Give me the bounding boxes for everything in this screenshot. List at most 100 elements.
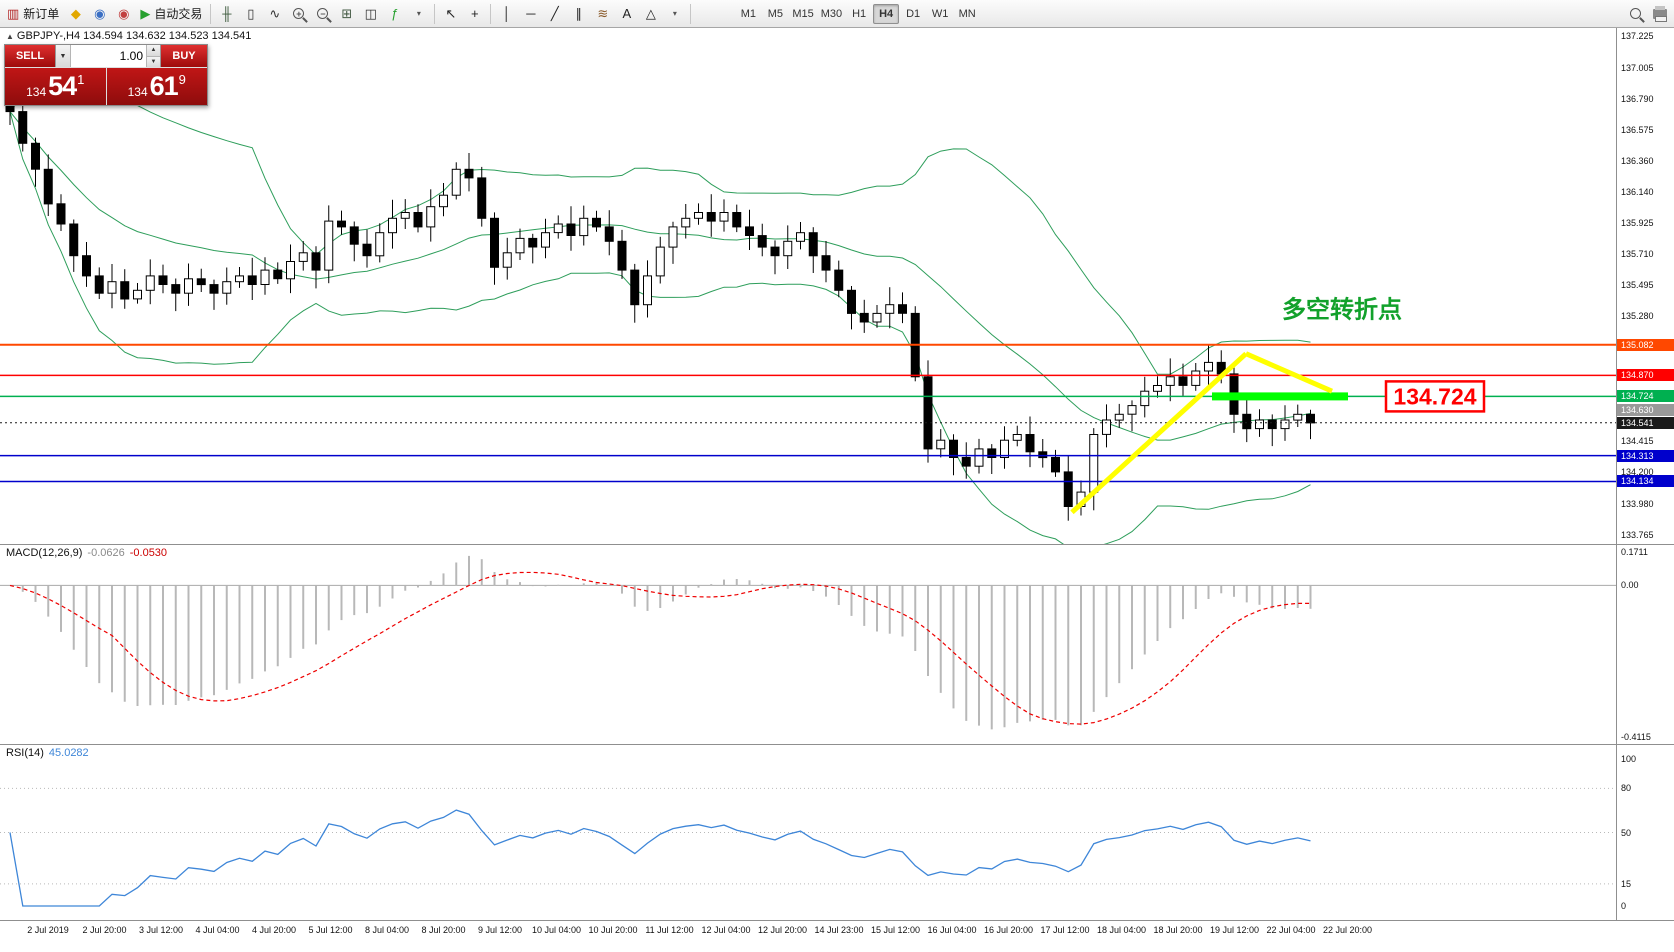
bid-base: 134 [26,84,47,99]
macd-chart[interactable] [0,545,1616,744]
symbol-header: ▲ GBPJPY-,H4 134.594 134.632 134.523 134.… [6,30,256,42]
line-chart-icon: ∿ [269,6,281,21]
zoom-in-button[interactable]: + [287,3,310,25]
objects-dropdown-icon: ▾ [672,8,677,18]
channel-icon[interactable]: ∥ [567,3,590,25]
vertical-line-icon: │ [502,6,511,21]
turning-point-label: 多空转折点 [1282,296,1402,324]
search-button[interactable] [1624,3,1647,25]
time-label: 17 Jul 12:00 [1040,925,1090,935]
trend-line-2[interactable] [1245,351,1333,394]
profile-icon: ◉ [94,6,106,21]
sell-button[interactable]: SELL [5,45,55,67]
timeframe-m15[interactable]: M15 [792,7,814,20]
macd-scale-label: 0.1711 [1621,547,1648,557]
timeframe-d1[interactable]: D1 [906,7,921,20]
trendline-icon[interactable]: ╱ [543,3,566,25]
new-order-button[interactable]: ▥ 新订单 [3,3,63,25]
vertical-line-icon[interactable]: │ [495,3,518,25]
new-order-button-icon: ▥ [7,6,20,21]
candlestick-chart-icon[interactable]: ▯ [239,3,262,25]
price-tick: 137.225 [1621,30,1654,41]
timeframe-m1[interactable]: M1 [740,7,756,20]
timeframe-w1[interactable]: W1 [931,7,949,20]
macd-signal-line [9,571,1311,725]
new-order-button-label: 新订单 [23,7,60,21]
time-label: 22 Jul 04:00 [1266,925,1316,935]
bar-chart-icon[interactable]: ╫ [215,3,238,25]
community-icon: ◉ [118,6,130,21]
one-click-trade-widget: SELL ▼ 1.00 ▲ ▼ BUY 134 54 1 134 61 9 [4,44,208,106]
ask-frac: 9 [178,72,186,87]
cursor-icon[interactable]: ↖ [439,3,462,25]
price-scale[interactable]: 137.225 137.005 136.790 136.575 136.360 136.1… [1616,28,1674,544]
support-highlight[interactable] [1212,392,1348,401]
macd-header: MACD(12,26,9) -0.0626 -0.0530 [6,547,172,559]
price-chart[interactable]: 多空转折点 134.724 [0,28,1616,544]
rsi-scale-label: 0 [1621,901,1627,911]
volume-input[interactable]: 1.00 [119,49,143,63]
price-tick: 137.005 [1621,62,1654,73]
autotrade-button-icon: ▶ [140,6,151,21]
arrow-tool-icon[interactable]: △ [639,3,662,25]
rsi-scale-label: 100 [1621,754,1637,764]
zoom-out-button[interactable]: − [311,3,334,25]
objects-dropdown-icon[interactable]: ▾ [663,3,686,25]
buy-button[interactable]: BUY [161,45,207,67]
time-label: 4 Jul 04:00 [195,925,240,935]
indicators-icon[interactable]: ƒ [383,3,406,25]
rsi-chart-area[interactable]: RSI(14) 45.0282 [0,745,1616,920]
search-button-icon [1630,8,1641,19]
timeframe-h1[interactable]: H1 [852,7,867,20]
bid-price-button[interactable]: 134 54 1 [5,68,106,105]
macd-scale-label: 0.00 [1621,580,1639,591]
price-badge-134.541: 134.541 [1617,416,1674,429]
rsi-scale-label: 80 [1621,783,1632,794]
timeframe-m5[interactable]: M5 [767,7,783,20]
line-chart-icon[interactable]: ∿ [263,3,286,25]
text-tool-icon[interactable]: A [615,3,638,25]
ask-price-button[interactable]: 134 61 9 [106,68,207,105]
toolbar-separator [690,3,692,24]
rsi-chart[interactable] [0,745,1616,920]
price-tick: 133.765 [1621,529,1654,540]
time-axis[interactable]: 2 Jul 2019 2 Jul 20:00 3 Jul 12:00 4 Jul 04… [0,920,1674,952]
toolbar-separator [490,3,492,24]
bollinger-upper [9,86,1311,375]
grid-icon[interactable]: ⊞ [335,3,358,25]
volume-down-icon[interactable]: ▼ [147,56,160,67]
timeframe-mn[interactable]: MN [958,7,976,20]
symbol-ohlc-text: GBPJPY-,H4 134.594 134.632 134.523 134.5… [16,30,252,42]
crosshair-icon[interactable]: + [463,3,486,25]
tile-windows-icon[interactable]: ◫ [359,3,382,25]
bollinger-middle [9,111,1311,441]
main-chart-area[interactable]: ▲ GBPJPY-,H4 134.594 134.632 134.523 134.… [0,28,1616,544]
volume-up-icon[interactable]: ▲ [147,45,160,57]
price-tick: 135.280 [1621,311,1654,322]
main-chart-panel: ▲ GBPJPY-,H4 134.594 134.632 134.523 134.… [0,28,1674,544]
macd-scale-label: -0.4115 [1621,732,1651,742]
collapse-arrow-icon[interactable]: ▲ [6,32,14,41]
trend-line-1[interactable] [1070,351,1248,515]
volume-dropdown[interactable]: ▼ [56,45,71,67]
level-label-box[interactable] [1384,380,1486,413]
timeframe-m30[interactable]: M30 [820,7,843,20]
macd-chart-area[interactable]: MACD(12,26,9) -0.0626 -0.0530 [0,545,1616,744]
time-label: 14 Jul 23:00 [814,925,864,935]
timeframe-h4[interactable]: H4 [873,3,900,24]
fibonacci-icon[interactable]: ≋ [591,3,614,25]
autotrade-button[interactable]: ▶ 自动交易 [136,3,206,25]
community-icon[interactable]: ◉ [112,3,135,25]
volume-stepper[interactable]: ▲ ▼ [146,45,160,67]
horizontal-line-icon[interactable]: ─ [519,3,542,25]
print-button[interactable] [1648,3,1671,25]
toolbar-separator [210,3,212,24]
arrow-tool-icon: △ [645,6,656,21]
mql-market-icon[interactable]: ◆ [64,3,87,25]
fibonacci-icon: ≋ [597,6,609,21]
profile-icon[interactable]: ◉ [88,3,111,25]
time-label: 18 Jul 04:00 [1096,925,1147,935]
macd-histogram [21,555,1312,730]
timeframe-group: M1 M5 M15 M30 H1 H4 D1 W1 MN [735,3,980,24]
indicators-dropdown-icon[interactable]: ▾ [407,3,430,25]
